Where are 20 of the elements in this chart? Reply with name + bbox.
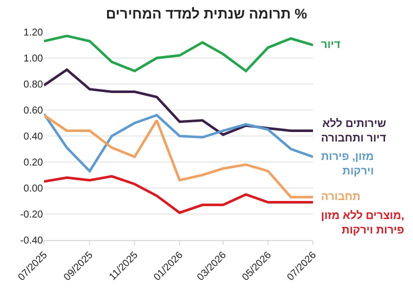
y-tick-label: 0.80	[24, 80, 44, 90]
y-tick-label: 0.20	[24, 158, 44, 168]
y-tick-label: 0.60	[24, 106, 44, 116]
line-series	[44, 175, 313, 214]
line-series	[44, 68, 313, 136]
line-series	[44, 112, 313, 172]
y-tick-label: 0.00	[24, 184, 44, 194]
series-label: דיור	[321, 39, 341, 51]
line-series	[44, 114, 313, 198]
y-tick-label: -0.20	[20, 210, 44, 220]
y-tick-label: 0.40	[24, 132, 44, 142]
y-tick-label: 1.00	[24, 54, 44, 64]
series-label: שירותים ללא דיור ותחבורה	[321, 118, 387, 144]
series-label: מוצרים ללא מזון, פירות וירקות	[321, 210, 404, 236]
chart-title: תרומה שנתית למדד המחירים %	[106, 6, 308, 22]
series-label: מזון, פירות וירקות	[321, 151, 374, 178]
y-tick-label: 1.20	[24, 28, 44, 38]
line-series	[44, 34, 313, 72]
series-label: תחבורה	[321, 191, 361, 203]
y-tick-label: -0.40	[20, 236, 44, 246]
